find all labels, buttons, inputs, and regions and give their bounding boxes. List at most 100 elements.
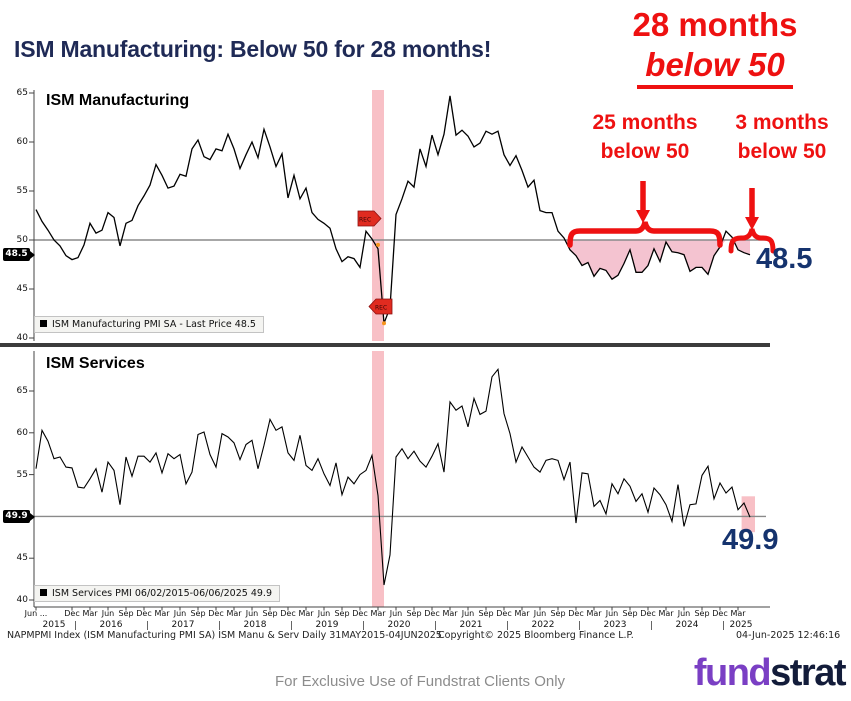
x-tick-label: Dec [64,609,80,618]
year-label: 2025 [729,620,753,630]
headline-28-months: 28 months below 50 [586,4,844,93]
year-separator [579,621,580,630]
callout-25-line2: below 50 [600,140,690,163]
x-tick-label: Dec [208,609,224,618]
callout-3-line2: below 50 [737,140,827,163]
event-dot [382,321,386,326]
top-last-value: 48.5 [756,243,813,275]
year-label: 2022 [531,620,555,630]
year-separator [363,621,364,630]
x-tick-label: Mar [82,609,98,618]
page-title: ISM Manufacturing: Below 50 for 28 month… [14,36,492,62]
y-tick-label: 60 [16,427,28,438]
legend-swatch-icon [40,589,47,596]
x-tick-label: Mar [298,609,314,618]
x-tick-label: Mar [514,609,530,618]
rec-marker-start-icon [357,210,382,227]
top-legend-text: ISM Manufacturing PMI SA - Last Price 48… [52,319,256,330]
top-axis-last-price-badge: 48.5 [3,248,35,261]
rec-marker-start-label: REC [359,217,371,224]
x-tick-label: Sep [694,609,710,618]
year-label: 2023 [603,620,627,630]
year-separator [75,621,76,630]
x-tick-label: Sep [550,609,566,618]
disclaimer-text: For Exclusive Use of Fundstrat Clients O… [274,673,566,690]
year-separator [219,621,220,630]
year-label: 2015 [42,620,66,630]
footer-security-info: NAPMPMI Index (ISM Manufacturing PMI SA)… [7,630,442,641]
x-tick-label: Mar [730,609,746,618]
x-tick-label: Dec [640,609,656,618]
logo-strat-text: strat [770,652,846,694]
year-label: 2021 [459,620,483,630]
fundstrat-logo: fundstrat [693,652,847,695]
year-label: 2024 [675,620,699,630]
x-tick-label: Sep [478,609,494,618]
manufacturing-line [35,95,751,324]
x-tick-label: Sep [118,609,134,618]
x-tick-label: Jun [389,609,403,618]
callout-25-line1: 25 months [592,111,698,134]
x-tick-label: Jun [677,609,691,618]
callout-25-months: 25 months below 50 [563,108,727,166]
year-label: 2019 [315,620,339,630]
brace-25-months [567,221,723,248]
x-tick-label: Dec [280,609,296,618]
x-tick-label: Sep [622,609,638,618]
services-line [35,367,751,586]
year-separator [147,621,148,630]
x-tick-label: Jun [605,609,619,618]
year-separator [651,621,652,630]
x-tick-label: Dec [352,609,368,618]
year-label: 2018 [243,620,267,630]
bottom-last-value: 49.9 [722,524,779,556]
chart-separator [0,343,770,347]
event-dot [376,242,380,247]
year-label: 2016 [99,620,123,630]
x-tick-label: Dec [424,609,440,618]
x-tick-label: Jun [173,609,187,618]
y-tick-label: 55 [16,186,28,196]
x-tick-label: Sep [262,609,278,618]
x-tick-label: Mar [442,609,458,618]
year-label: 2020 [387,620,411,630]
headline-line2: below 50 [637,46,793,89]
x-tick-label: Jun [101,609,115,618]
bottom-chart-legend: ISM Services PMI 06/02/2015-06/06/2025 4… [34,585,280,602]
year-separator [291,621,292,630]
recession-band-bottom [372,351,384,607]
rec-marker-end-icon [368,298,393,315]
x-tick-label: Dec [712,609,728,618]
callout-3-months: 3 months below 50 [716,108,848,166]
x-tick-label: Mar [586,609,602,618]
x-tick-label: Jun ... [24,609,48,618]
x-tick-label: Jun [245,609,259,618]
x-tick-label: Mar [154,609,170,618]
y-tick-label: 65 [16,386,28,396]
top-chart-legend: ISM Manufacturing PMI SA - Last Price 48… [34,316,264,333]
y-tick-label: 45 [16,553,28,564]
top-chart-label: ISM Manufacturing [46,92,190,109]
logo-fund-text: fund [693,652,772,694]
y-tick-label: 55 [16,469,28,480]
below-50-area [564,240,750,280]
y-tick-label: 50 [16,235,28,245]
x-tick-label: Dec [136,609,152,618]
footer-timestamp: 04-Jun-2025 12:46:16 [736,630,841,641]
x-tick-label: Dec [496,609,512,618]
footer-copyright: Copyright© 2025 Bloomberg Finance L.P. [438,630,634,641]
x-tick-label: Sep [406,609,422,618]
x-tick-label: Mar [226,609,242,618]
bottom-axis-last-price-badge: 49.9 [3,510,35,523]
x-tick-label: Dec [568,609,584,618]
y-tick-label: 45 [16,284,28,294]
x-tick-label: Jun [533,609,547,618]
bottom-chart-label: ISM Services [46,355,145,372]
legend-swatch-icon [40,320,47,327]
x-tick-label: Jun [317,609,331,618]
headline-line1: 28 months [632,6,798,43]
x-tick-label: Mar [370,609,386,618]
x-tick-label: Jun [461,609,475,618]
